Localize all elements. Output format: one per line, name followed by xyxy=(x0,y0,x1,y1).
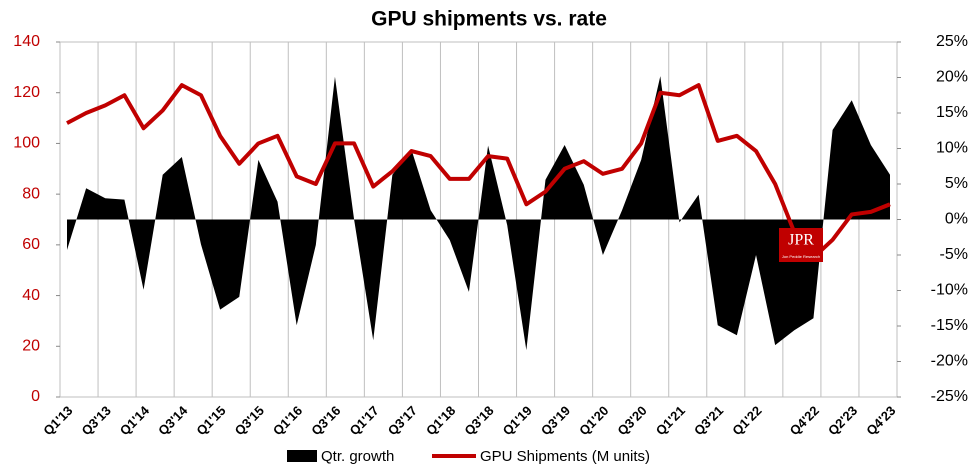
legend-label: GPU Shipments (M units) xyxy=(480,448,650,465)
x-tick-label: Q3'18 xyxy=(461,403,496,438)
logo-box xyxy=(779,228,823,262)
x-tick-label: Q3'13 xyxy=(79,403,114,438)
y2-tick-label: 15% xyxy=(936,104,968,121)
x-tick-label: Q3'16 xyxy=(308,403,343,438)
y2-tick-label: -5% xyxy=(940,246,968,263)
y2-tick-label: -25% xyxy=(931,388,968,405)
x-tick-label: Q3'17 xyxy=(385,403,420,438)
x-tick-label: Q1'14 xyxy=(117,402,153,438)
line xyxy=(66,83,891,260)
y-tick-label: 20 xyxy=(22,338,40,355)
y-tick-label: 40 xyxy=(22,287,40,304)
y2-tick-label: 25% xyxy=(936,33,968,50)
x-tick-label: Q3'20 xyxy=(614,403,649,438)
chart-title: GPU shipments vs. rate xyxy=(371,8,607,31)
y2-tick-label: -15% xyxy=(931,317,968,334)
y2-tick-label: -20% xyxy=(931,353,968,370)
x-tick-label: Q1'17 xyxy=(346,403,381,438)
x-tick-label: Q4'22 xyxy=(787,403,822,438)
x-tick-label: Q3'19 xyxy=(538,403,573,438)
logo-subtext: Jon Peddie Research xyxy=(782,254,820,259)
x-tick-label: Q1'22 xyxy=(729,403,764,438)
x-tick-label: Q1'20 xyxy=(576,403,611,438)
y2-tick-label: -10% xyxy=(931,282,968,299)
y2-tick-label: 5% xyxy=(945,175,968,192)
y-tick-label: 80 xyxy=(22,185,40,202)
y2-tick-label: 0% xyxy=(945,211,968,228)
legend-label: Qtr. growth xyxy=(321,448,394,465)
x-tick-label: Q1'13 xyxy=(40,403,75,438)
x-tick-label: Q1'15 xyxy=(193,403,228,438)
y-tick-label: 100 xyxy=(13,135,40,152)
y2-tick-label: 10% xyxy=(936,140,968,157)
x-tick-label: Q2'23 xyxy=(825,403,860,438)
legend-item: Qtr. growth xyxy=(287,448,394,465)
x-tick-label: Q1'16 xyxy=(270,403,305,438)
x-tick-label: Q3'14 xyxy=(155,402,191,438)
x-tick-label: Q1'21 xyxy=(653,403,688,438)
x-tick-label: Q3'21 xyxy=(691,403,726,438)
x-tick-label: Q3'15 xyxy=(232,403,267,438)
logo: JPR Jon Peddie Research xyxy=(779,228,823,262)
y2-tick-label: 20% xyxy=(936,69,968,86)
logo-text: JPR xyxy=(788,232,814,249)
legend-swatch xyxy=(287,450,317,462)
y-tick-label: 140 xyxy=(13,33,40,50)
x-tick-label: Q4'23 xyxy=(863,403,898,438)
y-tick-label: 0 xyxy=(31,388,40,405)
legend-item: GPU Shipments (M units) xyxy=(432,448,650,465)
y-tick-label: 120 xyxy=(13,84,40,101)
x-tick-label: Q1'19 xyxy=(500,403,535,438)
y-tick-label: 60 xyxy=(22,236,40,253)
x-tick-label: Q1'18 xyxy=(423,403,458,438)
